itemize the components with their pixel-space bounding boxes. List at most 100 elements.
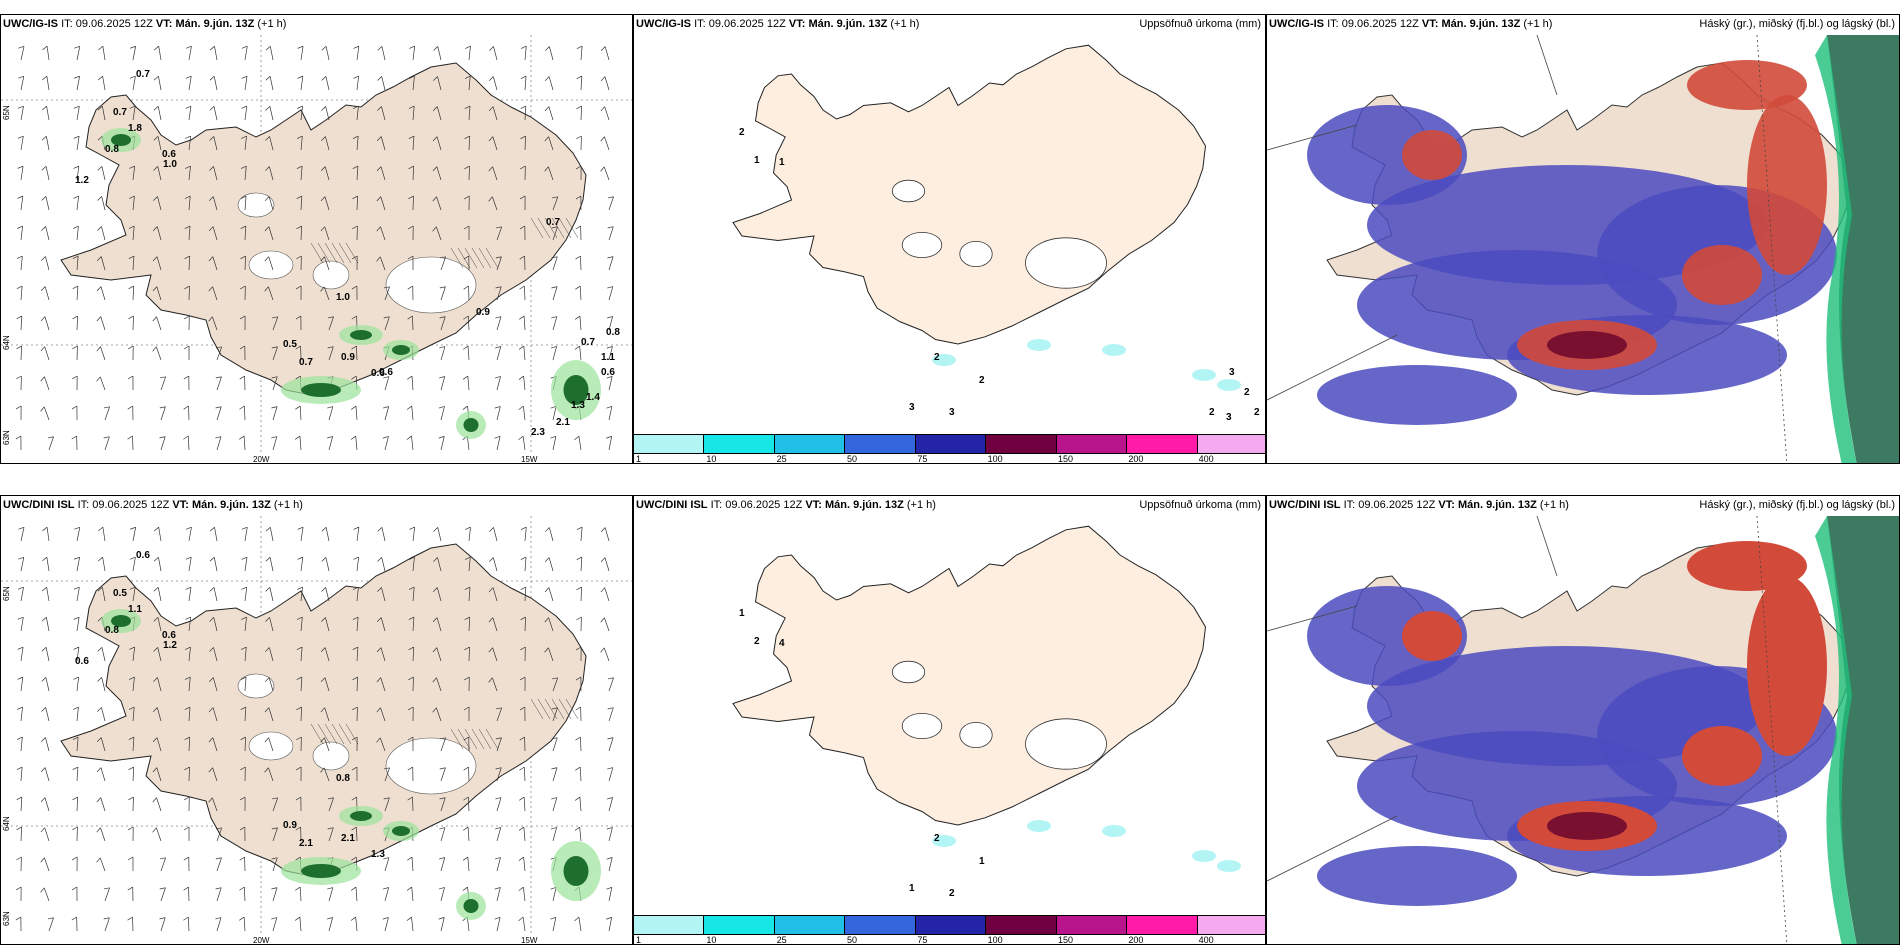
wind-barb [350,435,358,451]
wind-barb-staff [579,827,582,842]
wind-barb [351,736,358,752]
wind-barb-staff [380,136,386,151]
wind-barb-flag [495,286,502,289]
wind-barb-staff [102,46,106,61]
wind-barb [353,526,360,542]
wind-barb [353,556,359,572]
wind-barb-flag [352,225,358,230]
wind-barb-flag [97,75,103,81]
wind-barb-staff [496,406,501,421]
wind-barb-flag [607,677,614,680]
wind-barb [575,255,582,271]
wind-barb-staff [132,196,135,211]
wind-barb-flag [409,556,415,560]
wind-barb [462,375,470,391]
high-cloud-area [1827,516,1899,944]
wind-barb-staff [216,346,223,361]
wind-barb [432,166,442,181]
wind-barb [519,255,526,271]
wind-barb-staff [300,46,304,61]
wind-barb-flag [41,196,47,201]
colorbar-swatch [1056,916,1128,934]
wind-barb-staff [272,917,278,932]
wind-barb-flag [494,376,501,379]
wind-barb [240,165,247,181]
wind-barb [576,616,582,632]
wind-barb-flag [463,315,469,320]
wind-barb [240,646,247,662]
wind-barb [240,225,247,241]
precip-core [563,375,589,405]
wind-barb-staff [468,587,471,602]
wind-barb [215,857,222,872]
wind-barb-flag [16,315,23,320]
wind-barb-staff [412,617,415,632]
wind-barb [574,916,582,932]
wind-barb-flag [520,646,526,651]
wind-barb-staff [493,46,498,61]
wind-barb [271,827,278,842]
wind-barb [408,165,415,181]
wind-barb-flag [271,887,278,890]
wind-barb-flag [600,166,605,172]
wind-barb-flag [73,165,80,169]
wind-barb-staff [157,166,162,181]
wind-barb-flag [320,196,326,202]
wind-barb [407,736,414,752]
wind-barb [296,616,303,632]
wind-barb [74,45,81,61]
wind-barb-flag [606,346,613,349]
wind-barb-flag [352,195,358,200]
wind-barb [551,316,558,331]
wind-barb-staff [300,617,303,632]
wind-barb-staff [300,677,303,692]
wind-barb [295,285,302,301]
wind-barb-flag [463,255,469,260]
wind-value-label: 0.6 [379,367,393,378]
wind-barb-flag [296,255,302,260]
wind-barb-staff [213,557,218,572]
wind-barb [327,346,334,361]
wind-barb-flag [519,676,526,681]
wind-barb-staff [492,617,498,632]
wind-barb [439,857,446,872]
wind-barb [271,917,278,932]
wind-barb-flag [184,736,190,741]
wind-barb-staff [44,316,50,331]
wind-barb-staff [300,587,303,602]
wind-barb [130,45,136,61]
wind-barb [96,767,106,782]
wind-barb-flag [239,315,246,320]
wind-barb [518,345,526,361]
wind-barb-staff [157,196,162,211]
wind-barb-flag [152,226,158,231]
wind-barb-staff [300,136,303,151]
wind-barb-flag [377,587,382,592]
wind-barb [215,406,222,421]
wind-barb-staff [467,797,470,812]
wind-barb-flag [350,886,357,891]
wind-barb-staff [46,587,50,602]
wind-barb-staff [548,587,554,602]
wind-barb [432,677,442,692]
wind-barb-flag [264,286,269,292]
wind-barb-staff [244,587,248,602]
wind-barb-flag [72,796,78,801]
wind-barb [129,586,136,602]
wind-barb-flag [433,46,438,51]
wind-barb [74,75,80,91]
wind-barb [376,166,386,181]
wind-barb-staff [548,136,554,151]
wind-barb-flag [327,797,334,800]
wind-barb [153,677,162,692]
wind-barb-staff [101,677,106,692]
wind-barb-staff [608,316,613,331]
wind-barb-flag [544,647,549,653]
wind-barb-flag [439,857,445,860]
wind-barb [159,917,166,932]
wind-barb-flag [551,707,558,710]
wind-barb-flag [488,136,494,142]
wind-barb [600,587,610,602]
wind-barb-staff [440,376,446,391]
wind-barb-flag [73,586,80,590]
